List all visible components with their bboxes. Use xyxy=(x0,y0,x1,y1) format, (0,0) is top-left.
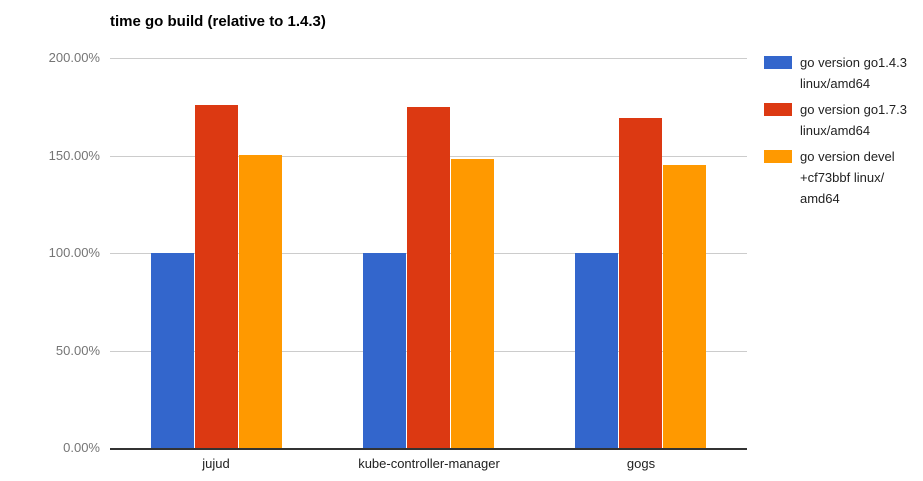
bar-jujud-series-0 xyxy=(151,253,194,448)
legend-label-line: linux/amd64 xyxy=(800,123,871,138)
legend-label-line: linux/amd64 xyxy=(800,76,871,91)
bar-gogs-series-2 xyxy=(663,165,706,448)
legend-label-line: go version go1.4.3 xyxy=(800,55,907,70)
x-axis-label: gogs xyxy=(626,456,656,471)
legend-swatch-icon xyxy=(764,103,792,116)
legend-swatch-icon xyxy=(764,56,792,69)
bar-kube-controller-manager-series-1 xyxy=(407,107,450,448)
legend-label-line: +cf73bbf linux/ xyxy=(800,170,885,185)
legend-swatch-icon xyxy=(764,150,792,163)
y-tick-label: 100.00% xyxy=(48,245,100,260)
legend-item: go version go1.4.3 linux/amd64 xyxy=(764,52,920,94)
y-tick-label: 0.00% xyxy=(63,440,100,455)
legend-item: go version go1.7.3 linux/amd64 xyxy=(764,99,920,141)
legend-label: go version devel +cf73bbf linux/amd64 xyxy=(800,146,920,209)
bar-kube-controller-manager-series-2 xyxy=(451,159,494,448)
plot-area xyxy=(110,58,747,450)
legend-label: go version go1.7.3 linux/amd64 xyxy=(800,99,920,141)
bar-kube-controller-manager-series-0 xyxy=(363,253,406,448)
y-tick-label: 150.00% xyxy=(48,147,100,163)
legend-label-line: go version devel xyxy=(800,149,895,164)
bar-jujud-series-2 xyxy=(239,155,282,448)
legend-label-line: amd64 xyxy=(800,191,840,206)
x-axis-label: kube-controller-manager xyxy=(358,456,500,471)
gridline xyxy=(110,58,747,59)
bar-gogs-series-0 xyxy=(575,253,618,448)
y-tick-label: 200.00% xyxy=(48,50,100,65)
legend: go version go1.4.3 linux/amd64 go version … xyxy=(764,52,920,214)
y-tick-label: 50.00% xyxy=(55,342,100,358)
bar-jujud-series-1 xyxy=(195,105,238,448)
legend-item: go version devel +cf73bbf linux/amd64 xyxy=(764,146,920,209)
legend-label-line: go version go1.7.3 xyxy=(800,102,907,117)
x-axis-label: jujud xyxy=(202,456,230,471)
legend-label: go version go1.4.3 linux/amd64 xyxy=(800,52,920,94)
x-axis-baseline xyxy=(110,448,747,450)
bar-gogs-series-1 xyxy=(619,118,662,448)
chart-title: time go build (relative to 1.4.3) xyxy=(110,13,326,30)
